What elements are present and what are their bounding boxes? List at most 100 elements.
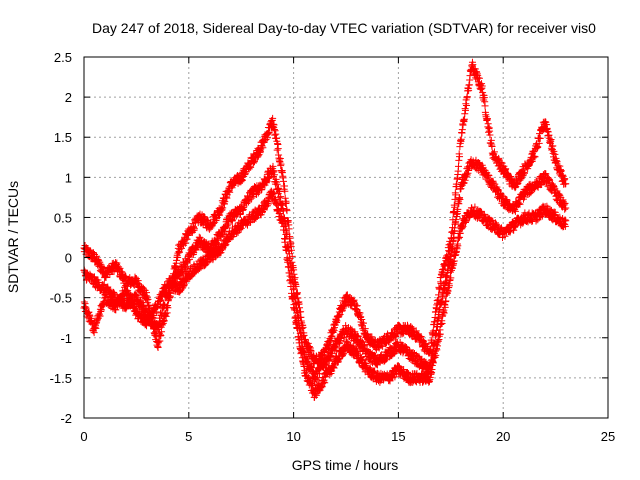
data-point-track-c bbox=[222, 241, 230, 249]
x-tick-label: 20 bbox=[496, 429, 510, 444]
data-point-track-b bbox=[277, 193, 285, 201]
data-point-track-a bbox=[488, 143, 496, 151]
data-point-track-a bbox=[254, 152, 262, 160]
data-point-track-a bbox=[274, 145, 282, 153]
data-point-track-c bbox=[289, 295, 297, 303]
x-tick-label: 15 bbox=[391, 429, 405, 444]
data-points bbox=[80, 58, 570, 401]
data-point-track-a bbox=[455, 156, 463, 164]
data-point-track-b bbox=[447, 256, 455, 264]
x-tick-label: 0 bbox=[80, 429, 87, 444]
data-point-track-c bbox=[285, 269, 293, 277]
data-point-track-b bbox=[463, 171, 471, 179]
data-point-track-b bbox=[253, 190, 261, 198]
data-point-track-b bbox=[485, 172, 493, 180]
data-point-track-b bbox=[192, 246, 200, 254]
data-point-track-a bbox=[264, 129, 272, 137]
data-point-track-c bbox=[270, 189, 278, 197]
data-point-track-a bbox=[143, 289, 151, 297]
data-point-track-a bbox=[412, 327, 420, 335]
data-point-track-b bbox=[511, 207, 519, 215]
data-point-track-c bbox=[126, 291, 134, 299]
data-point-track-c bbox=[81, 300, 89, 308]
data-point-track-b bbox=[354, 332, 362, 340]
data-point-track-c bbox=[281, 235, 289, 243]
data-point-track-a bbox=[535, 139, 543, 147]
data-point-track-b bbox=[258, 185, 266, 193]
data-point-track-a bbox=[327, 336, 335, 344]
data-point-track-c bbox=[285, 263, 293, 271]
data-point-track-b bbox=[381, 357, 389, 365]
data-point-track-b bbox=[155, 321, 163, 329]
data-point-track-a bbox=[118, 268, 126, 276]
data-point-track-a bbox=[498, 159, 506, 167]
data-point-track-a bbox=[418, 336, 426, 344]
data-point-track-a bbox=[529, 154, 537, 162]
data-point-track-a bbox=[484, 120, 492, 128]
data-point-track-b bbox=[275, 184, 283, 192]
data-point-track-a bbox=[269, 114, 277, 122]
data-point-track-c bbox=[260, 206, 268, 214]
data-point-track-b bbox=[181, 263, 189, 271]
data-point-track-a bbox=[305, 342, 313, 350]
data-point-track-a bbox=[461, 106, 469, 114]
data-point-track-a bbox=[276, 155, 284, 163]
data-point-track-a bbox=[562, 180, 570, 188]
data-point-track-c bbox=[149, 313, 157, 321]
data-point-track-a bbox=[550, 147, 558, 155]
data-point-track-a bbox=[483, 115, 491, 123]
data-point-track-c bbox=[303, 368, 311, 376]
data-point-track-b bbox=[254, 189, 262, 197]
data-point-track-a bbox=[463, 101, 471, 109]
data-point-track-c bbox=[280, 226, 288, 234]
data-point-track-b bbox=[264, 174, 272, 182]
data-point-track-a bbox=[353, 302, 361, 310]
data-point-track-b bbox=[269, 162, 277, 170]
data-point-track-c bbox=[296, 335, 304, 343]
data-point-track-b bbox=[542, 170, 550, 178]
data-point-track-c bbox=[291, 306, 299, 314]
data-point-track-c bbox=[108, 295, 116, 303]
y-tick-label: -1.5 bbox=[50, 371, 72, 386]
data-point-track-c bbox=[276, 210, 284, 218]
data-point-track-c bbox=[308, 380, 316, 388]
data-point-track-a bbox=[531, 153, 539, 161]
data-point-track-b bbox=[227, 215, 235, 223]
y-tick-label: 2.5 bbox=[54, 50, 72, 65]
data-point-track-a bbox=[211, 218, 219, 226]
data-point-track-b bbox=[454, 205, 462, 213]
data-point-track-c bbox=[129, 297, 137, 305]
data-point-track-a bbox=[521, 169, 529, 177]
data-point-track-a bbox=[144, 295, 152, 303]
data-point-track-b bbox=[456, 196, 464, 204]
data-point-track-c bbox=[97, 307, 105, 315]
y-tick-label: 0.5 bbox=[54, 210, 72, 225]
data-point-track-a bbox=[273, 146, 281, 154]
data-point-track-a bbox=[221, 198, 229, 206]
data-point-track-a bbox=[553, 157, 561, 165]
data-point-track-b bbox=[474, 159, 482, 167]
data-point-track-a bbox=[473, 68, 481, 76]
data-point-track-c bbox=[279, 217, 287, 225]
data-point-track-a bbox=[517, 175, 525, 183]
data-point-track-c bbox=[293, 317, 301, 325]
data-point-track-c bbox=[287, 279, 295, 287]
data-point-track-a bbox=[304, 339, 312, 347]
data-point-track-b bbox=[270, 171, 278, 179]
data-point-track-a bbox=[536, 134, 544, 142]
data-point-track-a bbox=[259, 144, 267, 152]
data-point-track-a bbox=[528, 157, 536, 165]
y-tick-label: -1 bbox=[60, 331, 72, 346]
data-point-track-a bbox=[271, 127, 279, 135]
data-point-track-a bbox=[408, 324, 416, 332]
data-point-track-a bbox=[247, 163, 255, 171]
data-point-track-b bbox=[463, 173, 471, 181]
x-tick-label: 10 bbox=[286, 429, 300, 444]
data-point-track-c bbox=[300, 363, 308, 371]
data-point-track-a bbox=[486, 131, 494, 139]
data-point-track-b bbox=[449, 237, 457, 245]
data-point-track-a bbox=[452, 191, 460, 199]
data-point-track-c bbox=[283, 246, 291, 254]
data-point-track-a bbox=[358, 315, 366, 323]
